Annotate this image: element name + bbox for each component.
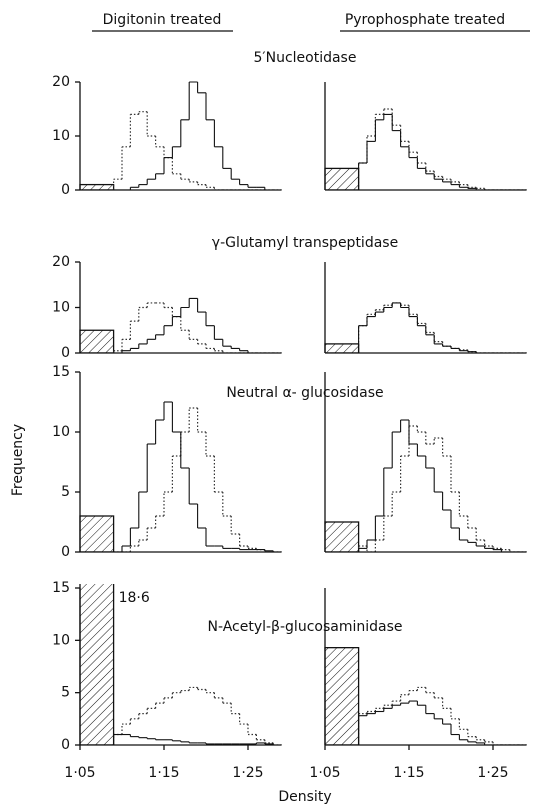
y-tick-label: 0 [61,737,70,753]
column-title: Pyrophosphate treated [345,12,505,28]
x-tick-label: 1·25 [232,765,263,781]
y-tick-label: 20 [52,74,70,90]
x-tick-label: 1·05 [64,765,95,781]
panel-title: Neutral α- glucosidase [226,385,383,401]
hatched-bar [324,647,360,745]
y-tick-label: 0 [61,345,70,361]
y-tick-label: 15 [52,580,70,596]
y-tick-label: 5 [61,685,70,701]
y-tick-label: 5 [61,484,70,500]
hatched-bar [324,343,360,353]
hatched-bar [79,329,115,353]
y-tick-label: 10 [52,424,70,440]
x-axis-label: Density [278,789,331,805]
y-tick-label: 20 [52,254,70,270]
data-label: 18·6 [119,590,150,606]
hatched-bar [79,584,115,745]
y-tick-label: 0 [61,544,70,560]
panel [324,302,527,353]
hatched-bar [324,521,360,552]
y-tick-label: 10 [52,300,70,316]
column-title: Digitonin treated [103,12,222,28]
panel-title: 5′Nucleotidase [254,50,357,66]
panel [79,401,282,552]
panel-title: N-Acetyl-β-glucosaminidase [207,619,402,635]
y-tick-label: 10 [52,632,70,648]
hatched-bar [79,183,115,190]
y-tick-label: 10 [52,128,70,144]
panel [79,81,282,190]
panel [79,584,282,745]
y-axis-label: Frequency [10,424,26,496]
panel-title: γ-Glutamyl transpeptidase [212,235,398,251]
hatched-bar [324,167,360,190]
panel [324,419,527,552]
y-tick-label: 15 [52,364,70,380]
panel [324,647,527,745]
panel [324,108,527,190]
x-tick-label: 1·15 [148,765,179,781]
panel [79,297,282,353]
hatched-bar [79,515,115,552]
x-tick-label: 1·25 [477,765,508,781]
x-tick-label: 1·05 [309,765,340,781]
y-tick-label: 0 [61,182,70,198]
x-tick-label: 1·15 [393,765,424,781]
